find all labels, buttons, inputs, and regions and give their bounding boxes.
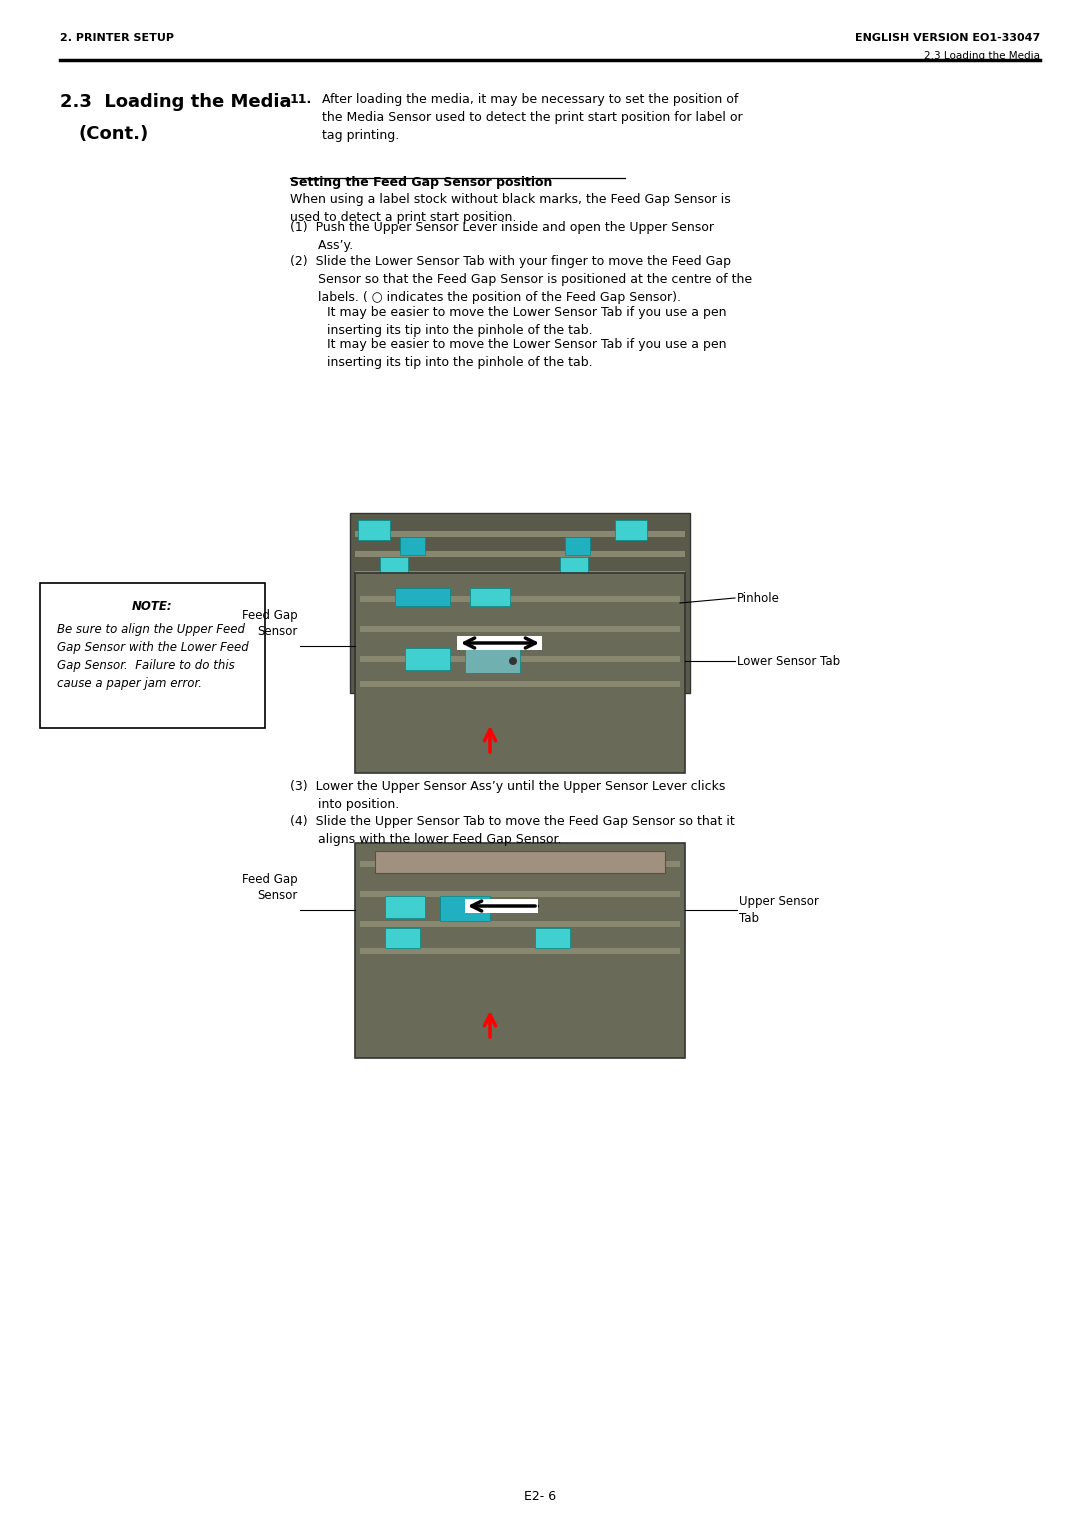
Text: Lower Sensor Tab: Lower Sensor Tab bbox=[737, 654, 840, 668]
Text: Upper Sensor
Tab: Upper Sensor Tab bbox=[739, 895, 819, 924]
Text: (3)  Lower the Upper Sensor Ass’y until the Upper Sensor Lever clicks
       int: (3) Lower the Upper Sensor Ass’y until t… bbox=[291, 779, 726, 811]
Text: 11.: 11. bbox=[291, 93, 312, 105]
Bar bbox=[360, 947, 680, 953]
Text: (4)  Slide the Upper Sensor Tab to move the Feed Gap Sensor so that it
       al: (4) Slide the Upper Sensor Tab to move t… bbox=[291, 814, 734, 847]
Text: Feed Gap
Sensor: Feed Gap Sensor bbox=[242, 610, 298, 639]
Text: (1)  Push the Upper Sensor Lever inside and open the Upper Sensor
       Ass’y.: (1) Push the Upper Sensor Lever inside a… bbox=[291, 222, 714, 252]
Polygon shape bbox=[507, 694, 534, 721]
Bar bbox=[457, 636, 542, 649]
Bar bbox=[357, 520, 390, 539]
Bar bbox=[535, 927, 570, 947]
Bar bbox=[561, 558, 588, 573]
Text: E2- 6: E2- 6 bbox=[524, 1490, 556, 1504]
FancyBboxPatch shape bbox=[350, 513, 690, 694]
Text: 2.3 Loading the Media: 2.3 Loading the Media bbox=[924, 50, 1040, 61]
Bar bbox=[375, 851, 665, 872]
Bar bbox=[360, 921, 680, 926]
Bar bbox=[360, 860, 680, 866]
Text: Pinhole: Pinhole bbox=[737, 591, 780, 605]
Text: It may be easier to move the Lower Sensor Tab if you use a pen
inserting its tip: It may be easier to move the Lower Senso… bbox=[327, 338, 727, 368]
Text: When using a label stock without black marks, the Feed Gap Sensor is
used to det: When using a label stock without black m… bbox=[291, 193, 731, 225]
Text: After loading the media, it may be necessary to set the position of
the Media Se: After loading the media, it may be neces… bbox=[322, 93, 743, 142]
Bar bbox=[565, 536, 590, 555]
Bar bbox=[400, 536, 426, 555]
Bar bbox=[615, 520, 647, 539]
Bar bbox=[465, 648, 519, 672]
Bar bbox=[384, 895, 426, 918]
Text: NOTE:: NOTE: bbox=[132, 601, 173, 613]
Bar bbox=[355, 532, 685, 536]
Bar bbox=[380, 558, 408, 573]
Text: ENGLISH VERSION EO1-33047: ENGLISH VERSION EO1-33047 bbox=[854, 34, 1040, 43]
Text: 2.3  Loading the Media: 2.3 Loading the Media bbox=[60, 93, 292, 112]
Bar bbox=[360, 656, 680, 662]
Bar bbox=[470, 588, 510, 607]
Text: Setting the Feed Gap Sensor position: Setting the Feed Gap Sensor position bbox=[291, 176, 552, 189]
Bar bbox=[395, 588, 450, 607]
Bar bbox=[355, 571, 685, 578]
Bar bbox=[355, 552, 685, 558]
Bar bbox=[360, 596, 680, 602]
Bar bbox=[405, 648, 450, 669]
Text: (2)  Slide the Lower Sensor Tab with your finger to move the Feed Gap
       Sen: (2) Slide the Lower Sensor Tab with your… bbox=[291, 255, 752, 304]
Text: (Cont.): (Cont.) bbox=[78, 125, 148, 144]
Bar bbox=[360, 891, 680, 897]
Text: Be sure to align the Upper Feed
Gap Sensor with the Lower Feed
Gap Sensor.  Fail: Be sure to align the Upper Feed Gap Sens… bbox=[57, 623, 248, 691]
Bar bbox=[360, 626, 680, 631]
Bar bbox=[440, 895, 490, 921]
Bar bbox=[360, 681, 680, 686]
Text: 2. PRINTER SETUP: 2. PRINTER SETUP bbox=[60, 34, 174, 43]
Bar bbox=[384, 927, 420, 947]
FancyBboxPatch shape bbox=[355, 573, 685, 773]
Text: Feed Gap
Sensor: Feed Gap Sensor bbox=[242, 872, 298, 902]
FancyBboxPatch shape bbox=[355, 843, 685, 1057]
Bar bbox=[465, 898, 538, 914]
Circle shape bbox=[509, 657, 517, 665]
FancyBboxPatch shape bbox=[40, 584, 265, 727]
Text: It may be easier to move the Lower Sensor Tab if you use a pen
inserting its tip: It may be easier to move the Lower Senso… bbox=[327, 306, 727, 338]
